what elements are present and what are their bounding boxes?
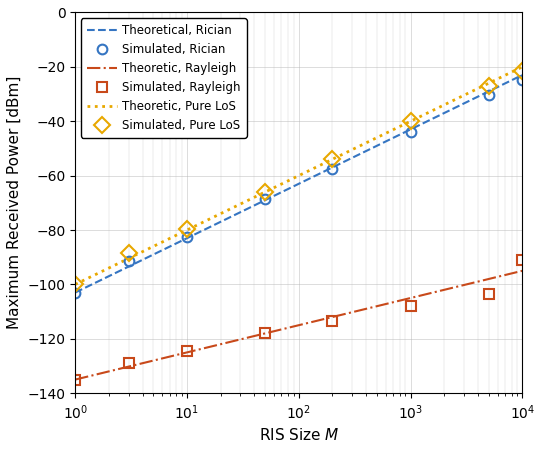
Theoretic, Pure LoS [72, 282, 79, 287]
Simulated, Rician [72, 290, 79, 295]
Simulated, Pure LoS [125, 250, 132, 256]
Simulated, Rayleigh [408, 303, 414, 309]
Simulated, Pure LoS [72, 282, 79, 287]
Theoretic, Rayleigh [508, 271, 515, 276]
Simulated, Pure LoS [184, 226, 190, 231]
Theoretic, Rayleigh [72, 377, 79, 382]
Theoretical, Rician [508, 77, 515, 83]
Theoretic, Rayleigh [438, 288, 445, 293]
Theoretic, Rayleigh [519, 268, 526, 274]
Theoretic, Pure LoS [287, 177, 294, 182]
Theoretic, Pure LoS [438, 104, 445, 109]
Line: Theoretic, Rayleigh: Theoretic, Rayleigh [75, 271, 522, 380]
Y-axis label: Maximum Received Power [dBm]: Maximum Received Power [dBm] [7, 76, 22, 329]
Simulated, Rician [125, 259, 132, 264]
Theoretical, Rician [285, 186, 291, 192]
Theoretical, Rician [519, 72, 526, 78]
Theoretic, Rayleigh [285, 325, 291, 331]
Line: Simulated, Pure LoS: Simulated, Pure LoS [70, 65, 528, 290]
Line: Simulated, Rician: Simulated, Rician [70, 76, 527, 297]
Line: Simulated, Rayleigh: Simulated, Rayleigh [70, 255, 527, 384]
Simulated, Rician [486, 93, 492, 98]
Theoretical, Rician [438, 112, 445, 117]
Theoretic, Pure LoS [285, 178, 291, 184]
Theoretic, Rayleigh [287, 324, 294, 330]
Simulated, Rician [184, 234, 190, 239]
Legend: Theoretical, Rician, Simulated, Rician, Theoretic, Rayleigh, Simulated, Rayleigh: Theoretical, Rician, Simulated, Rician, … [81, 18, 247, 138]
Simulated, Pure LoS [262, 189, 268, 195]
Simulated, Pure LoS [329, 157, 335, 162]
Theoretic, Pure LoS [508, 69, 515, 75]
Theoretic, Rayleigh [338, 312, 345, 318]
X-axis label: RIS Size $M$: RIS Size $M$ [259, 427, 339, 443]
Simulated, Pure LoS [486, 83, 492, 89]
Theoretic, Rayleigh [314, 318, 320, 324]
Simulated, Rician [519, 78, 526, 83]
Theoretical, Rician [314, 172, 320, 178]
Theoretic, Pure LoS [519, 64, 526, 70]
Theoretic, Pure LoS [314, 164, 320, 169]
Simulated, Rayleigh [125, 360, 132, 366]
Simulated, Rayleigh [329, 319, 335, 324]
Theoretic, Pure LoS [338, 152, 345, 158]
Line: Theoretic, Pure LoS: Theoretic, Pure LoS [75, 67, 522, 284]
Theoretical, Rician [72, 290, 79, 295]
Simulated, Pure LoS [408, 118, 414, 124]
Simulated, Rician [329, 166, 335, 171]
Simulated, Rayleigh [486, 291, 492, 297]
Simulated, Rayleigh [72, 377, 79, 382]
Simulated, Rician [262, 196, 268, 202]
Simulated, Rician [408, 130, 414, 135]
Line: Theoretical, Rician: Theoretical, Rician [75, 75, 522, 292]
Theoretical, Rician [287, 185, 294, 191]
Simulated, Rayleigh [519, 257, 526, 263]
Simulated, Rayleigh [184, 348, 190, 354]
Theoretical, Rician [338, 160, 345, 166]
Simulated, Rayleigh [262, 331, 268, 336]
Simulated, Pure LoS [519, 68, 526, 74]
